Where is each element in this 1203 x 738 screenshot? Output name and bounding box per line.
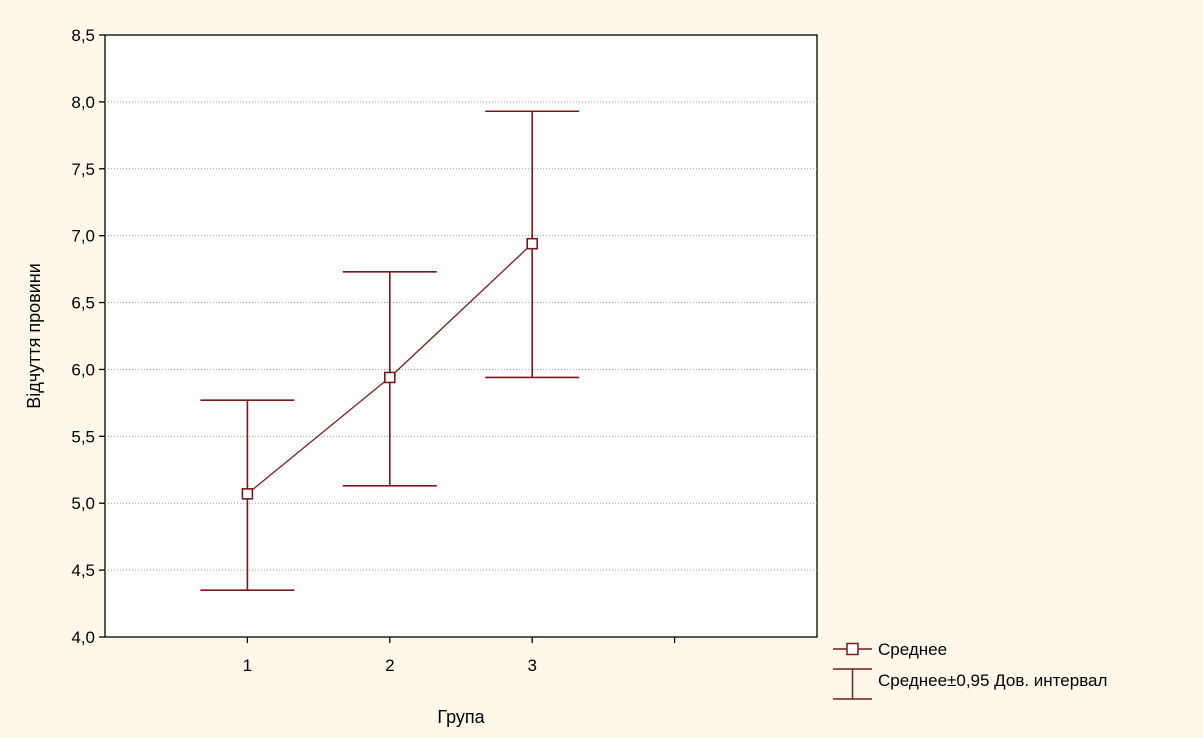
mean-point xyxy=(526,237,539,250)
mean-point xyxy=(383,371,396,384)
chart-marks xyxy=(200,110,580,591)
y-tick-label: 4,5 xyxy=(71,561,95,580)
x-axis: 1 2 3 xyxy=(243,637,676,675)
legend-mean-marker xyxy=(846,642,859,656)
y-tick-label: 7,0 xyxy=(71,227,95,246)
y-tick-label: 7,5 xyxy=(71,160,95,179)
x-tick-label: 1 xyxy=(243,656,252,675)
legend-ci-label: Среднее±0,95 Дов. интервал xyxy=(878,671,1107,690)
y-tick-label: 5,0 xyxy=(71,494,95,513)
y-tick-label: 8,5 xyxy=(71,26,95,45)
y-tick-label: 6,5 xyxy=(71,294,95,313)
y-axis: 4,0 4,5 5,0 5,5 6,0 6,5 7,0 7,5 8,0 8,5 xyxy=(71,26,105,647)
mean-point xyxy=(241,488,254,500)
x-tick-label: 2 xyxy=(385,656,394,675)
x-axis-title: Група xyxy=(437,707,485,727)
plot-area xyxy=(104,34,818,638)
y-tick-label: 6,0 xyxy=(71,360,95,379)
y-tick-label: 8,0 xyxy=(71,93,95,112)
legend-mean-label: Среднее xyxy=(878,640,947,659)
x-tick-label: 3 xyxy=(527,656,536,675)
y-axis-title: Відчуття провини xyxy=(24,263,44,409)
y-tick-label: 4,0 xyxy=(71,628,95,647)
legend: Среднее Среднее±0,95 Дов. интервал xyxy=(833,640,1107,700)
y-tick-label: 5,5 xyxy=(71,427,95,446)
